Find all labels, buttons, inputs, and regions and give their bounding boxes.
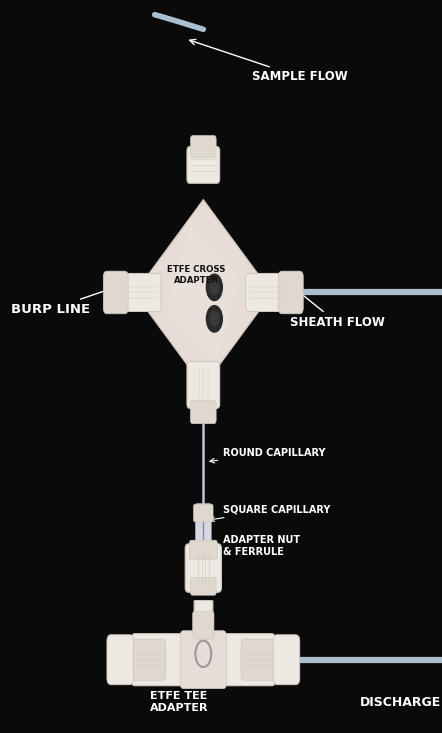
Polygon shape — [168, 227, 239, 359]
FancyBboxPatch shape — [187, 147, 220, 183]
FancyBboxPatch shape — [194, 504, 213, 522]
FancyBboxPatch shape — [185, 544, 221, 592]
Circle shape — [210, 280, 219, 295]
Text: SHEATH FLOW: SHEATH FLOW — [290, 287, 385, 329]
FancyBboxPatch shape — [246, 273, 290, 312]
Circle shape — [210, 312, 219, 326]
Text: DISCHARGE: DISCHARGE — [360, 696, 442, 709]
Text: ADAPTER NUT
& FERRULE: ADAPTER NUT & FERRULE — [212, 535, 300, 564]
FancyBboxPatch shape — [187, 361, 220, 408]
FancyBboxPatch shape — [278, 271, 303, 314]
Text: ROUND CAPILLARY: ROUND CAPILLARY — [210, 448, 326, 463]
FancyBboxPatch shape — [193, 611, 214, 639]
FancyBboxPatch shape — [241, 639, 281, 680]
FancyBboxPatch shape — [126, 639, 166, 680]
Polygon shape — [135, 200, 272, 386]
FancyBboxPatch shape — [180, 630, 226, 689]
FancyBboxPatch shape — [191, 578, 216, 595]
Circle shape — [206, 274, 222, 301]
FancyBboxPatch shape — [191, 136, 216, 158]
FancyBboxPatch shape — [103, 271, 128, 314]
FancyBboxPatch shape — [195, 504, 211, 552]
Text: ETFE TEE
ADAPTER: ETFE TEE ADAPTER — [150, 691, 208, 713]
FancyBboxPatch shape — [107, 635, 133, 685]
Text: SQUARE CAPILLARY: SQUARE CAPILLARY — [210, 504, 331, 521]
FancyBboxPatch shape — [189, 540, 217, 559]
Text: BURP LINE: BURP LINE — [11, 285, 120, 316]
Circle shape — [206, 306, 222, 332]
FancyBboxPatch shape — [118, 273, 161, 312]
Text: SAMPLE FLOW: SAMPLE FLOW — [190, 40, 348, 84]
Text: ETFE CROSS
ADAPTER: ETFE CROSS ADAPTER — [168, 265, 226, 285]
FancyBboxPatch shape — [191, 400, 216, 424]
FancyBboxPatch shape — [131, 633, 275, 686]
FancyBboxPatch shape — [273, 635, 300, 685]
